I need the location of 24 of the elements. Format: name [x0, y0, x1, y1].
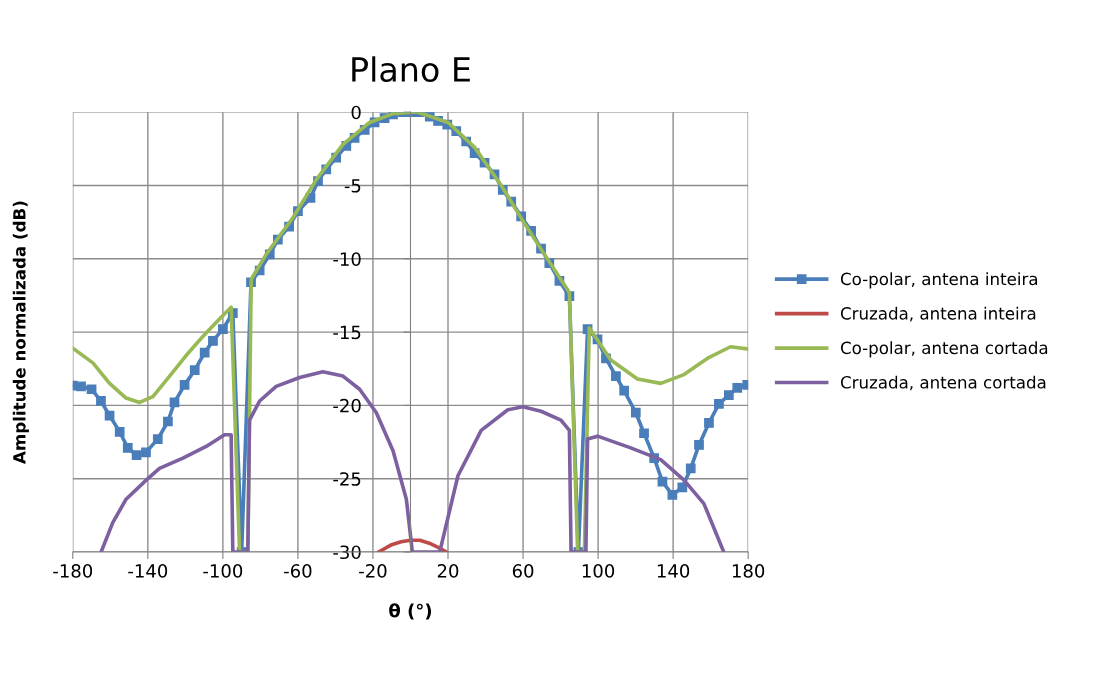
chart-title: Plano E: [352, 56, 470, 83]
y-tick-label: -25: [333, 472, 361, 486]
legend-label: Cruzada, antena cortada: [840, 375, 1046, 391]
legend-label: Co-polar, antena inteira: [840, 272, 1038, 289]
y-tick-label: -30: [333, 545, 361, 560]
x-tick-label: -140: [128, 564, 168, 578]
x-axis-title: θ (°): [389, 603, 432, 620]
y-tick-label: -5: [344, 179, 361, 193]
y-axis-title: Amplitude normalizada (dB): [12, 201, 29, 464]
x-tick-label: 20: [437, 564, 459, 578]
x-tick-label: -20: [359, 564, 387, 578]
legend-label: Co-polar, antena cortada: [840, 341, 1048, 358]
y-tick-label: -10: [333, 252, 361, 266]
legend-label: Cruzada, antena inteira: [840, 306, 1036, 322]
y-tick-label: 0: [351, 105, 361, 120]
x-tick-label: -60: [284, 564, 312, 578]
x-tick-label: 180: [732, 564, 765, 578]
x-tick-label: 60: [512, 564, 534, 578]
y-tick-label: -20: [333, 398, 361, 413]
x-tick-label: 140: [657, 564, 690, 578]
y-tick-label: -15: [333, 325, 361, 340]
x-tick-label: -100: [203, 564, 243, 578]
x-tick-label: 100: [582, 564, 615, 578]
x-tick-label: -180: [53, 564, 93, 578]
